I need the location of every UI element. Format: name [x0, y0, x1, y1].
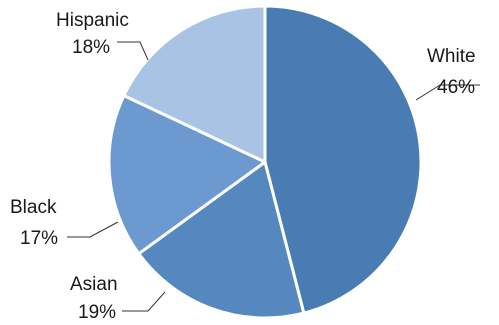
pie-slice-black: [107, 94, 267, 256]
label-value-black: 17%: [20, 228, 58, 249]
leader-lines: [67, 41, 480, 312]
label-category-white: White: [427, 46, 476, 67]
label-value-asian: 19%: [78, 302, 116, 323]
label-category-black: Black: [10, 197, 57, 218]
leader-hispanic: [117, 41, 149, 61]
label-category-asian: Asian: [70, 274, 118, 295]
pie-slices: [107, 4, 423, 320]
pie-slice-asian: [137, 160, 306, 320]
pie-slice-hispanic: [122, 4, 267, 164]
pie-slice-white: [263, 4, 423, 315]
leader-asian: [122, 291, 166, 312]
label-value-white: 46%: [437, 77, 475, 98]
leader-black: [67, 221, 119, 238]
label-category-hispanic: Hispanic: [56, 10, 129, 31]
leader-white: [415, 84, 480, 101]
label-value-hispanic: 18%: [72, 37, 110, 58]
